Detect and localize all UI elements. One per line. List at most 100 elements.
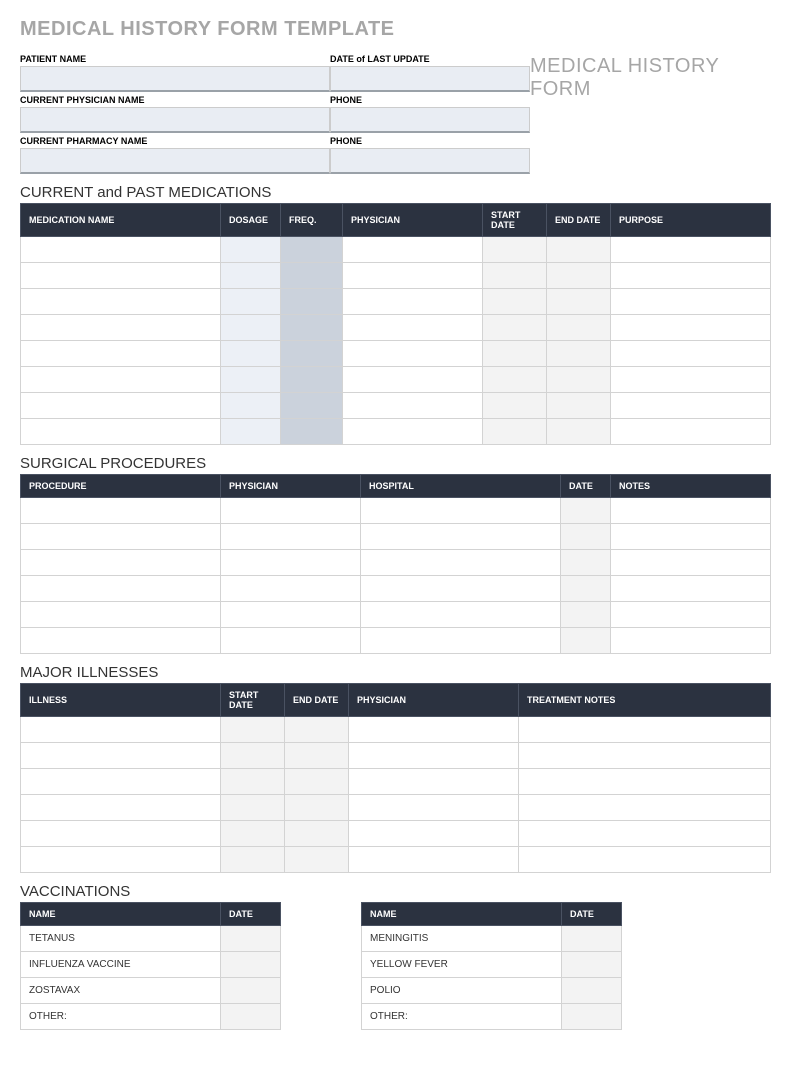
table-cell[interactable]: INFLUENZA VACCINE [21,952,221,978]
table-cell[interactable] [547,263,611,289]
table-cell[interactable] [221,769,285,795]
table-cell[interactable] [349,795,519,821]
table-cell[interactable] [285,717,349,743]
table-cell[interactable] [21,315,221,341]
physician-name-field[interactable] [20,107,330,133]
table-cell[interactable] [361,498,561,524]
table-cell[interactable] [281,367,343,393]
table-cell[interactable] [281,393,343,419]
table-cell[interactable]: OTHER: [21,1004,221,1030]
table-cell[interactable] [21,717,221,743]
table-cell[interactable] [285,821,349,847]
table-cell[interactable] [221,237,281,263]
table-cell[interactable] [561,628,611,654]
table-cell[interactable] [483,315,547,341]
table-cell[interactable] [21,263,221,289]
table-cell[interactable] [221,315,281,341]
table-cell[interactable] [561,576,611,602]
table-cell[interactable] [221,341,281,367]
table-cell[interactable] [562,926,622,952]
table-cell[interactable] [361,576,561,602]
table-cell[interactable]: TETANUS [21,926,221,952]
table-cell[interactable] [483,263,547,289]
table-cell[interactable] [611,419,771,445]
table-cell[interactable] [562,978,622,1004]
table-cell[interactable] [519,743,771,769]
table-cell[interactable] [611,289,771,315]
table-cell[interactable] [483,367,547,393]
table-cell[interactable] [561,524,611,550]
table-cell[interactable] [21,237,221,263]
table-cell[interactable] [361,550,561,576]
table-cell[interactable] [221,498,361,524]
table-cell[interactable] [562,952,622,978]
table-cell[interactable] [221,1004,281,1030]
table-cell[interactable] [221,550,361,576]
table-cell[interactable] [221,926,281,952]
table-cell[interactable] [611,628,771,654]
table-cell[interactable] [221,795,285,821]
table-cell[interactable] [21,795,221,821]
pharmacy-phone-field[interactable] [330,148,530,174]
table-cell[interactable] [483,419,547,445]
table-cell[interactable] [483,393,547,419]
table-cell[interactable] [519,847,771,873]
table-cell[interactable] [221,952,281,978]
patient-name-field[interactable] [20,66,330,92]
table-cell[interactable] [21,550,221,576]
table-cell[interactable] [221,717,285,743]
table-cell[interactable] [519,821,771,847]
table-cell[interactable] [221,821,285,847]
table-cell[interactable] [562,1004,622,1030]
last-update-field[interactable] [330,66,530,92]
table-cell[interactable] [221,978,281,1004]
table-cell[interactable] [21,769,221,795]
table-cell[interactable] [483,341,547,367]
table-cell[interactable] [21,602,221,628]
table-cell[interactable] [349,769,519,795]
table-cell[interactable] [221,743,285,769]
table-cell[interactable] [547,289,611,315]
table-cell[interactable] [21,367,221,393]
table-cell[interactable] [21,289,221,315]
table-cell[interactable] [547,237,611,263]
table-cell[interactable] [611,602,771,628]
table-cell[interactable] [221,289,281,315]
table-cell[interactable] [281,341,343,367]
table-cell[interactable] [343,393,483,419]
table-cell[interactable] [281,419,343,445]
pharmacy-name-field[interactable] [20,148,330,174]
table-cell[interactable] [343,263,483,289]
table-cell[interactable] [343,315,483,341]
table-cell[interactable] [483,289,547,315]
table-cell[interactable] [21,524,221,550]
table-cell[interactable] [547,419,611,445]
table-cell[interactable] [221,419,281,445]
table-cell[interactable] [21,498,221,524]
table-cell[interactable] [547,341,611,367]
table-cell[interactable] [611,550,771,576]
table-cell[interactable] [21,743,221,769]
table-cell[interactable] [611,237,771,263]
table-cell[interactable] [349,821,519,847]
table-cell[interactable] [611,576,771,602]
table-cell[interactable] [21,419,221,445]
table-cell[interactable] [349,847,519,873]
table-cell[interactable] [285,743,349,769]
table-cell[interactable] [21,628,221,654]
table-cell[interactable] [285,769,349,795]
table-cell[interactable] [21,847,221,873]
table-cell[interactable] [611,524,771,550]
table-cell[interactable] [221,367,281,393]
table-cell[interactable] [221,524,361,550]
table-cell[interactable] [611,263,771,289]
table-cell[interactable] [561,602,611,628]
table-cell[interactable]: POLIO [362,978,562,1004]
table-cell[interactable] [361,524,561,550]
table-cell[interactable] [221,576,361,602]
table-cell[interactable]: YELLOW FEVER [362,952,562,978]
table-cell[interactable] [547,393,611,419]
table-cell[interactable] [611,393,771,419]
table-cell[interactable] [281,263,343,289]
table-cell[interactable] [343,237,483,263]
